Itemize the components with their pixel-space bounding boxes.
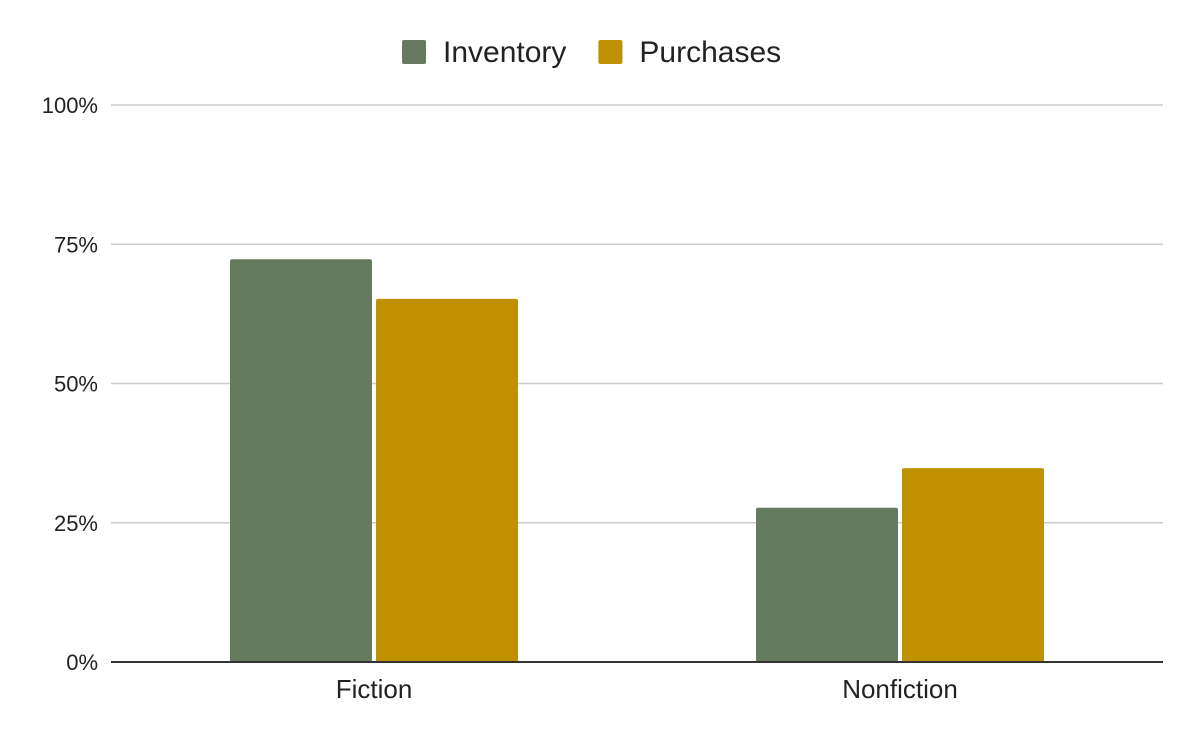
legend-label: Inventory [443,36,566,69]
x-category-label: Nonfiction [842,674,958,704]
legend: Inventory Purchases [402,36,781,69]
legend-item-inventory[interactable]: Inventory [402,36,566,69]
bar-purchases-fiction[interactable] [376,298,518,662]
bar-inventory-nonfiction[interactable] [756,507,898,662]
bar-inventory-fiction[interactable] [230,259,372,662]
y-axis-tick-labels: 0% 25% 50% 75% 100% [42,93,98,675]
x-category-label: Fiction [336,674,413,704]
y-tick-label: 0% [66,650,98,675]
y-tick-label: 50% [54,372,98,397]
y-tick-label: 75% [54,232,98,257]
y-tick-label: 100% [42,93,98,118]
legend-swatch [598,40,623,64]
bar-purchases-nonfiction[interactable] [902,468,1044,662]
bars [230,259,1044,662]
x-axis-category-labels: Fiction Nonfiction [336,674,958,704]
y-tick-label: 25% [54,511,98,536]
legend-swatch [402,40,426,64]
legend-item-purchases[interactable]: Purchases [598,36,781,69]
legend-label: Purchases [639,36,781,69]
